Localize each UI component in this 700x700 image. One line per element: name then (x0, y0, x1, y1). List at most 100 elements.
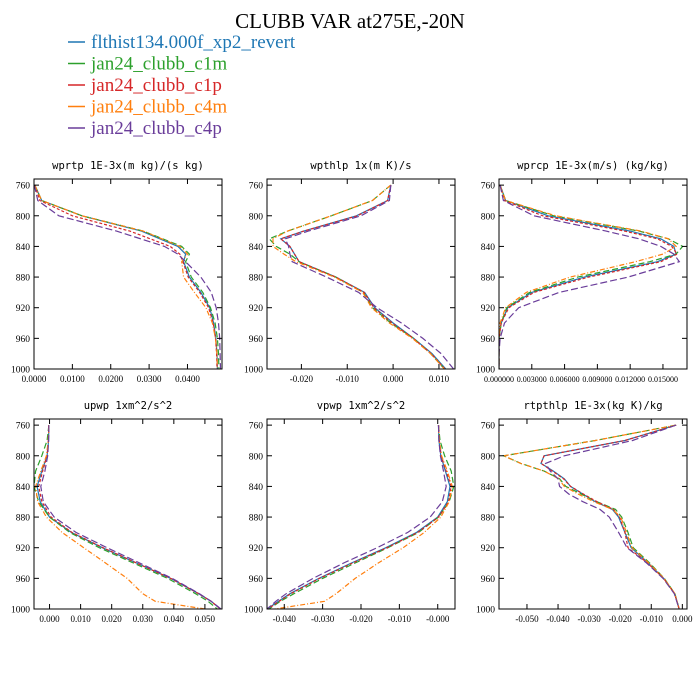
legend-label: jan24_clubb_c1p (90, 75, 222, 96)
y-tick-label: 800 (249, 212, 264, 222)
x-tick-label: -0.030 (311, 614, 335, 624)
x-tick-label: 0.015000 (648, 375, 678, 384)
series-group (267, 425, 455, 609)
y-tick-label: 920 (249, 304, 264, 314)
series-line (499, 184, 679, 369)
panel-title: wprcp 1E-3x(m/s) (kg/kg) (517, 160, 669, 172)
series-line (544, 424, 680, 609)
y-tick-label: 840 (249, 483, 264, 493)
y-tick-label: 760 (249, 422, 264, 432)
panel-title: wpthlp 1x(m K)/s (310, 160, 411, 172)
x-tick-label: 0.050 (195, 614, 216, 624)
panel-title: upwp 1xm^2/s^2 (84, 400, 173, 412)
legend-label: flthist134.000f_xp2_revert (91, 32, 296, 53)
series-line (40, 425, 222, 609)
y-tick-label: 1000 (11, 366, 30, 376)
x-tick-label: 0.009000 (582, 375, 612, 384)
y-tick-label: 800 (16, 212, 31, 222)
x-tick-label: -0.040 (273, 614, 297, 624)
series-line (34, 184, 222, 369)
y-tick-label: 840 (16, 243, 31, 253)
series-line (34, 184, 220, 369)
y-tick-label: 960 (16, 335, 31, 345)
plot-frame (498, 178, 688, 370)
panel-5: vpwp 1xm^2/s^2 760 800 840 880 920 960 1000 -0.0… (244, 400, 456, 624)
x-tick-label: -0.020 (290, 374, 314, 384)
y-tick-label: 960 (249, 335, 264, 345)
series-line (499, 184, 681, 369)
y-tick-label: 1000 (244, 366, 263, 376)
y-tick-label: 920 (481, 544, 496, 554)
x-tick-label: 0.030 (133, 614, 154, 624)
panel-2: wpthlp 1x(m K)/s 760 800 840 880 920 960 1000 -0… (244, 160, 456, 384)
y-tick-label: 840 (16, 483, 31, 493)
y-tick-label: 760 (481, 182, 496, 192)
y-tick-label: 920 (16, 304, 31, 314)
y-tick-label: 840 (481, 243, 496, 253)
x-tick-label: 0.0000 (22, 374, 47, 384)
x-tick-label: 0.040 (164, 614, 185, 624)
x-tick-label: 0.000000 (484, 375, 514, 384)
y-tick-label: 840 (481, 483, 496, 493)
series-line (34, 425, 218, 609)
panel-6: rtpthlp 1E-3x(kg K)/kg 760 800 840 880 920 960… (476, 400, 693, 624)
y-tick-label: 840 (249, 243, 264, 253)
legend-label: jan24_clubb_c1m (90, 54, 227, 75)
legend: flthist134.000f_xp2_revertjan24_clubb_c1… (68, 32, 296, 139)
plot-frame (33, 418, 223, 610)
y-tick-label: 1000 (244, 606, 263, 616)
series-line (267, 425, 447, 609)
y-tick-label: 920 (481, 304, 496, 314)
plot-frame (33, 178, 223, 370)
plot-frame (498, 418, 688, 610)
y-tick-label: 1000 (11, 606, 30, 616)
y-tick-label: 800 (481, 452, 496, 462)
y-tick-label: 880 (249, 274, 264, 284)
y-tick-label: 1000 (476, 606, 495, 616)
x-tick-label: 0.0200 (98, 374, 123, 384)
x-tick-label: -0.020 (609, 614, 633, 624)
series-group (34, 425, 222, 609)
series-line (284, 185, 455, 369)
series-line (36, 425, 221, 609)
panel-3: wprcp 1E-3x(m/s) (kg/kg) 760 800 840 880 920 9… (476, 160, 688, 384)
x-tick-label: 0.003000 (517, 375, 547, 384)
x-tick-label: -0.050 (515, 614, 539, 624)
y-tick-label: 800 (249, 452, 264, 462)
panels: wprtp 1E-3x(m kg)/(s kg) 760 800 840 880 920 9… (11, 160, 693, 624)
y-tick-label: 920 (16, 544, 31, 554)
y-tick-label: 960 (249, 575, 264, 585)
panel-1: wprtp 1E-3x(m kg)/(s kg) 760 800 840 880 920 9… (11, 160, 223, 384)
y-tick-label: 800 (481, 212, 496, 222)
y-tick-label: 960 (481, 575, 496, 585)
x-tick-label: -0.010 (640, 614, 664, 624)
y-tick-label: 1000 (476, 366, 495, 376)
y-tick-label: 880 (249, 514, 264, 524)
series-line (34, 425, 205, 609)
legend-entry: jan24_clubb_c4p (68, 118, 222, 139)
y-tick-label: 880 (481, 274, 496, 284)
x-tick-label: -0.010 (388, 614, 412, 624)
series-line (279, 184, 446, 369)
series-group (268, 184, 455, 369)
y-tick-label: 800 (16, 452, 31, 462)
legend-entry: flthist134.000f_xp2_revert (68, 32, 296, 53)
series-line (267, 425, 451, 609)
plot-frame (266, 178, 456, 370)
y-tick-label: 880 (16, 514, 31, 524)
x-tick-label: -0.040 (546, 614, 570, 624)
x-tick-label: 0.010 (70, 614, 91, 624)
y-tick-label: 760 (481, 422, 496, 432)
y-tick-label: 760 (16, 422, 31, 432)
series-line (34, 184, 218, 369)
series-line (501, 424, 680, 609)
y-tick-label: 760 (16, 182, 31, 192)
series-line (34, 184, 218, 369)
x-tick-label: 0.010 (429, 374, 450, 384)
series-line (268, 425, 455, 609)
panel-4: upwp 1xm^2/s^2 760 800 840 880 920 960 1000 0.00… (11, 400, 223, 624)
series-group (499, 184, 684, 369)
panel-title: vpwp 1xm^2/s^2 (317, 400, 406, 412)
x-tick-label: 0.0400 (175, 374, 200, 384)
